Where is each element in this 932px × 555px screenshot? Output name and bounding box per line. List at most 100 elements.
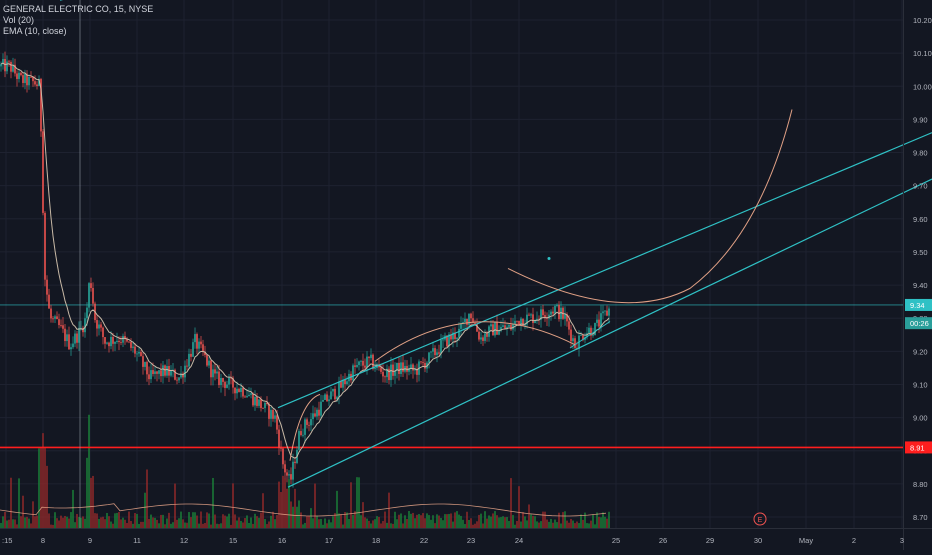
volume-bar [454, 512, 456, 528]
candle-body [148, 374, 150, 379]
volume-bar [318, 519, 320, 528]
candle-body [238, 389, 240, 392]
volume-bar [548, 522, 550, 528]
volume-bar [108, 516, 110, 528]
volume-bar [40, 448, 42, 528]
candle-body [178, 377, 180, 380]
volume-bar [322, 525, 324, 528]
volume-bar [368, 521, 370, 528]
volume-bar [74, 522, 76, 528]
volume-bar [406, 519, 408, 528]
channel-anchor-point[interactable] [548, 257, 551, 260]
volume-bar [64, 516, 66, 528]
candle-body [358, 361, 360, 365]
volume-bar [180, 512, 182, 528]
volume-bar [566, 521, 568, 528]
volume-bar [282, 476, 284, 528]
volume-bar [470, 518, 472, 528]
volume-bar [336, 491, 338, 528]
volume-bar [142, 522, 144, 528]
candle-body [128, 342, 130, 343]
candle-body [508, 325, 510, 327]
candle-body [402, 362, 404, 371]
projected-cup-curve[interactable] [508, 109, 792, 302]
volume-bar [278, 482, 280, 528]
volume-bar [300, 512, 302, 528]
volume-bar [94, 513, 96, 528]
price-axis-tick: 9.60 [913, 215, 928, 224]
candle-body [84, 318, 86, 332]
volume-bar [324, 518, 326, 528]
volume-bar [168, 513, 170, 528]
rounded-top-arc[interactable] [375, 322, 575, 361]
time-axis-tick: 22 [420, 536, 428, 545]
volume-bar [100, 517, 102, 528]
volume-bar [198, 524, 200, 528]
volume-bar [126, 523, 128, 528]
candle-body [466, 319, 468, 325]
candle-body [346, 381, 348, 384]
volume-bar [486, 519, 488, 528]
time-axis-tick: 24 [515, 536, 523, 545]
candle-body [108, 343, 110, 347]
candle-body [318, 410, 320, 416]
volume-bar [338, 513, 340, 528]
channel-line[interactable] [288, 179, 932, 487]
candle-body [134, 347, 136, 354]
volume-bar [546, 520, 548, 528]
volume-bar [354, 511, 356, 528]
volume-bar [274, 519, 276, 528]
candle-body [298, 431, 300, 450]
volume-bar [582, 520, 584, 528]
candle-body [202, 344, 204, 352]
short-trend-line[interactable] [570, 322, 610, 349]
candle-body [64, 329, 66, 341]
volume-bar [294, 489, 296, 528]
candle-body [176, 380, 178, 381]
volume-bar [606, 519, 608, 528]
volume-bar [520, 522, 522, 528]
candle-body [480, 337, 482, 339]
volume-bar [80, 518, 82, 528]
candle-body [380, 367, 382, 372]
candle-body [20, 73, 22, 75]
candle-body [320, 402, 322, 416]
candle-body [434, 348, 436, 355]
candle-body [34, 81, 36, 84]
volume-bar [30, 523, 32, 528]
candle-body [430, 352, 432, 353]
volume-bar [512, 515, 514, 528]
symbol-title[interactable]: GENERAL ELECTRIC CO, 15, NYSE [3, 4, 153, 15]
ema-indicator-label[interactable]: EMA (10, close) [3, 26, 153, 37]
volume-indicator-label[interactable]: Vol (20) [3, 15, 153, 26]
candle-body [484, 333, 486, 341]
time-axis-tick: 30 [754, 536, 762, 545]
candle-body [600, 313, 602, 326]
trend-channel[interactable] [60, 0, 932, 487]
candle-body [400, 362, 402, 374]
candle-body [328, 399, 330, 401]
candle-body [74, 334, 76, 344]
volume-bar [152, 517, 154, 528]
volume-bar [136, 514, 138, 528]
volume-bar [144, 493, 146, 528]
candle-body [254, 397, 256, 405]
candle-body [4, 59, 6, 71]
volume-bar [320, 519, 322, 528]
candle-body [310, 419, 312, 425]
volume-bar [498, 517, 500, 528]
candle-body [92, 288, 94, 304]
candle-body [360, 361, 362, 362]
volume-bar [590, 521, 592, 528]
candle-body [510, 325, 512, 330]
candle-body [270, 410, 272, 419]
volume-bar [228, 514, 230, 528]
volume-bar [196, 516, 198, 528]
candle-body [304, 419, 306, 434]
volume-bar [576, 522, 578, 528]
volume-bar [364, 517, 366, 528]
candle-body [260, 399, 262, 408]
volume-bar [104, 519, 106, 528]
